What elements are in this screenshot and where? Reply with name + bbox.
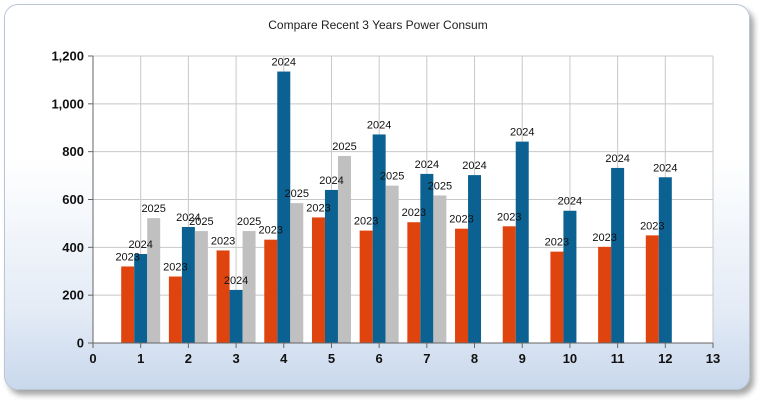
bar-2024 [181,227,195,343]
data-label: 2025 [237,216,261,228]
y-tick-label: 400 [62,240,84,255]
bar-2023 [264,239,278,343]
data-label: 2023 [306,202,330,214]
bar-2024 [515,141,529,343]
x-tick-label: 8 [471,351,478,366]
bar-2024 [372,134,386,343]
data-label: 2024 [128,239,152,251]
x-tick-label: 0 [89,351,96,366]
data-label: 2023 [449,214,473,226]
bar-2024 [277,71,291,343]
bar-2024 [658,177,672,343]
bar-2023 [407,222,421,343]
x-tick-label: 12 [658,351,672,366]
bar-2024 [420,173,434,343]
data-label: 2024 [462,160,486,172]
data-label: 2024 [558,196,582,208]
bar-2024 [134,254,148,343]
y-tick-label: 600 [62,192,84,207]
data-label: 2024 [176,212,200,224]
bar-2025 [290,203,304,343]
bar-2025 [194,231,208,343]
bar-2024 [324,189,338,343]
y-tick-label: 200 [62,288,84,303]
x-tick-label: 7 [423,351,430,366]
bar-2025 [147,218,161,343]
bar-2024 [468,175,482,343]
bar-2024 [229,289,243,343]
bar-2023 [311,217,325,343]
data-label: 2023 [259,225,283,237]
bar-2023 [121,266,135,343]
bar-2023 [455,228,469,343]
bar-2025 [433,195,447,343]
data-label: 2024 [319,175,343,187]
bar-2023 [645,235,659,343]
bar-2023 [502,226,516,343]
x-tick-label: 6 [376,351,383,366]
data-label: 2023 [354,216,378,228]
data-label: 2025 [285,188,309,200]
x-tick-label: 9 [519,351,526,366]
data-label: 2024 [415,159,439,171]
bar-2023 [168,276,182,343]
bar-2023 [216,250,230,343]
x-tick-label: 11 [611,351,625,366]
data-label: 2025 [189,216,213,228]
data-label: 2025 [332,141,356,153]
x-tick-label: 10 [563,351,577,366]
y-tick-label: 1,200 [51,49,84,64]
data-label: 2023 [402,207,426,219]
y-tick-label: 0 [77,336,84,351]
x-tick-label: 1 [137,351,144,366]
data-label: 2024 [272,57,296,69]
data-label: 2024 [367,119,391,131]
data-label: 2023 [497,211,521,223]
data-label: 2025 [380,171,404,183]
data-label: 2023 [545,237,569,249]
data-label: 2024 [510,127,534,139]
data-label: 2024 [224,275,248,287]
bar-2023 [359,230,373,343]
data-label: 2024 [605,153,629,165]
data-label: 2023 [163,262,187,274]
x-tick-label: 13 [706,351,720,366]
data-label: 2024 [653,162,677,174]
bar-2025 [337,155,351,343]
y-tick-label: 800 [62,144,84,159]
bar-2023 [550,251,564,343]
bar-2025 [242,231,256,343]
bar-2024 [611,167,625,343]
chart-title: Compare Recent 3 Years Power Consum [268,18,488,32]
data-label: 2023 [115,251,139,263]
data-label: 2025 [141,203,165,215]
data-label: 2025 [428,180,452,192]
x-tick-label: 2 [185,351,192,366]
data-label: 2023 [640,220,664,232]
bar-2023 [598,246,612,343]
data-label: 2023 [211,235,235,247]
bar-2025 [385,185,399,343]
bar-2024 [563,210,577,343]
data-label: 2023 [592,232,616,244]
x-tick-label: 4 [280,351,288,366]
x-tick-label: 5 [328,351,335,366]
x-tick-label: 3 [232,351,239,366]
y-tick-label: 1,000 [51,96,84,111]
